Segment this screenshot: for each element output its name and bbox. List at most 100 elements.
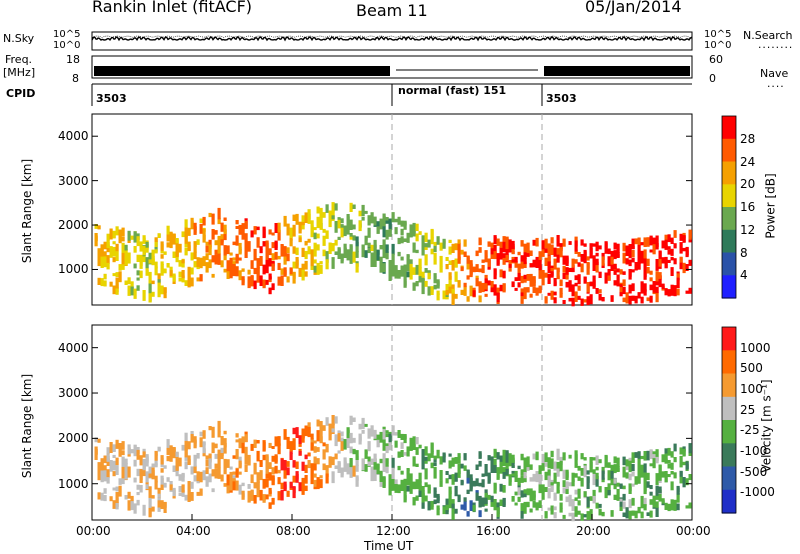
velocity-cell — [259, 489, 263, 501]
power-cell — [349, 202, 353, 212]
velocity-cell — [451, 508, 455, 520]
velocity-cell — [97, 462, 101, 472]
power-cell — [157, 279, 161, 283]
velocity-cell — [373, 429, 377, 439]
velocity-cell — [529, 477, 533, 482]
power-cell — [274, 251, 278, 260]
power-cell — [199, 218, 203, 224]
velocity-cell — [166, 449, 170, 456]
velocity-cell — [406, 468, 410, 472]
velocity-cell — [277, 469, 281, 474]
power-cell — [271, 242, 275, 249]
power-cell — [103, 273, 107, 280]
power-cell — [295, 213, 299, 225]
power-colorbar-frame — [721, 115, 737, 299]
power-cell — [685, 250, 689, 256]
power-cell — [259, 256, 263, 266]
velocity-cell — [571, 472, 575, 482]
power-cell — [487, 241, 491, 247]
velocity-cell — [202, 442, 206, 454]
velocity-cell — [550, 482, 554, 486]
velocity-cell — [628, 460, 632, 473]
velocity-cell — [586, 477, 590, 489]
velocity-cell — [265, 478, 269, 488]
power-cell — [472, 268, 476, 273]
velocity-cell — [493, 465, 497, 473]
power-cell — [205, 245, 209, 253]
velocity-cell — [178, 492, 182, 496]
power-cell — [364, 250, 368, 258]
power-cell — [628, 259, 632, 267]
power-cell — [391, 212, 395, 223]
power-cell — [658, 250, 662, 259]
power-cell — [682, 247, 686, 252]
power-cell — [370, 244, 374, 252]
power-cell — [229, 260, 233, 270]
velocity-cell — [595, 502, 599, 509]
velocity-cell — [349, 448, 353, 454]
power-cell — [604, 242, 608, 253]
velocity-cell — [286, 436, 290, 442]
power-cell — [586, 296, 590, 306]
velocity-cell — [118, 485, 122, 497]
power-cell — [619, 284, 623, 288]
power-cell — [250, 230, 254, 238]
power-cell — [235, 220, 239, 225]
power-cell — [349, 235, 353, 240]
velocity-cell — [568, 454, 572, 459]
power-cell — [535, 287, 539, 296]
velocity-cell — [550, 486, 554, 492]
power-cell — [526, 287, 530, 293]
power-cell — [334, 251, 338, 255]
velocity-cell — [157, 493, 161, 498]
power-cell — [373, 244, 377, 256]
velocity-cell — [124, 470, 128, 480]
velocity-cell — [316, 481, 320, 487]
velocity-cell — [592, 495, 596, 504]
velocity-cell — [658, 486, 662, 494]
velocity-cell — [433, 466, 437, 479]
power-cell — [577, 262, 581, 267]
power-cell — [316, 233, 320, 239]
velocity-cell — [499, 461, 503, 471]
velocity-cell — [103, 475, 107, 482]
power-cell — [631, 283, 635, 292]
velocity-cell — [646, 481, 650, 488]
velocity-cell — [625, 472, 629, 479]
velocity-cell — [544, 471, 548, 481]
power-cell — [394, 227, 398, 235]
velocity-cell — [154, 451, 158, 461]
velocity-colorbar-segment — [722, 327, 736, 351]
power-cell — [109, 246, 113, 258]
power-cell — [202, 228, 206, 240]
power-cell — [427, 286, 431, 296]
power-cell — [409, 259, 413, 264]
velocity-cell — [490, 462, 494, 469]
velocity-cell — [559, 502, 563, 509]
velocity-cell — [448, 474, 452, 480]
power-cell — [664, 288, 668, 296]
velocity-cell — [106, 477, 110, 484]
velocity-cell — [304, 454, 308, 460]
power-cell — [598, 271, 602, 278]
power-cell — [550, 237, 554, 244]
power-cell — [229, 252, 233, 256]
velocity-cell — [520, 511, 524, 519]
velocity-cell — [679, 471, 683, 480]
velocity-cell — [133, 444, 137, 457]
velocity-cell — [256, 440, 260, 444]
velocity-cell — [433, 457, 437, 463]
power-cell — [181, 259, 185, 264]
velocity-cell — [103, 465, 107, 471]
power-cell — [445, 257, 449, 261]
power-cell — [679, 257, 683, 266]
velocity-cell — [151, 506, 155, 512]
power-cell — [583, 251, 587, 264]
velocity-cell — [286, 467, 290, 476]
power-cell — [340, 253, 344, 264]
velocity-cell — [397, 484, 401, 491]
velocity-cell — [313, 459, 317, 471]
velocity-cell — [277, 443, 281, 455]
power-cell — [187, 266, 191, 275]
